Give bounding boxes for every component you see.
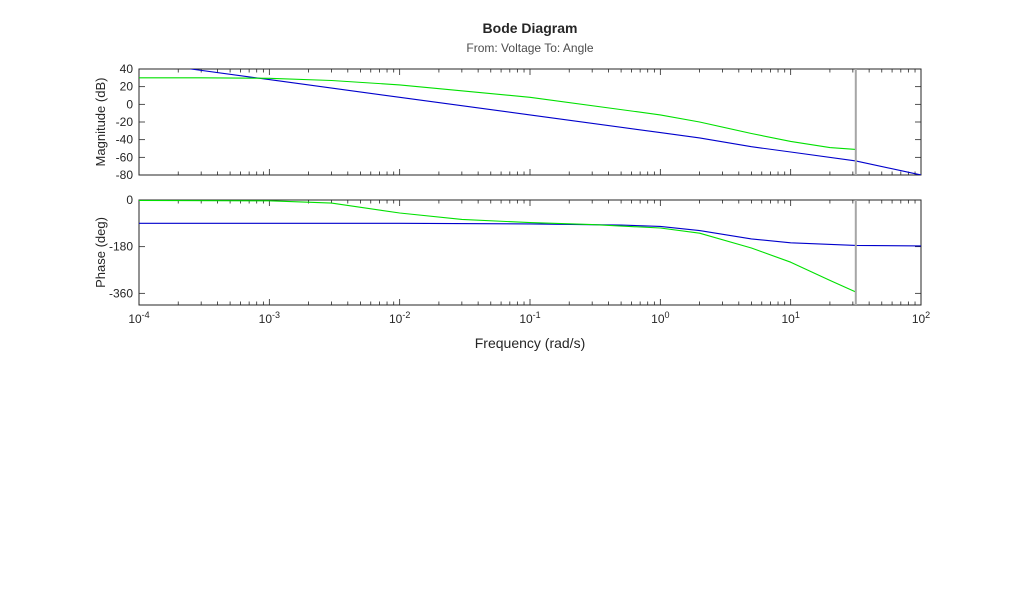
- x-tick-label: 10-4: [128, 310, 149, 326]
- y-tick-label: -20: [116, 115, 134, 129]
- x-tick-label: 101: [781, 310, 799, 326]
- phase-series-line-1: [139, 222, 921, 247]
- x-axis-label: Frequency (rad/s): [475, 335, 585, 351]
- frequency-axis: 10-4 10-3 10-2 10-1 100 101 102: [128, 310, 930, 326]
- chart-title: Bode Diagram: [482, 20, 578, 36]
- phase-series-line-2: [139, 200, 857, 293]
- y-tick-label: -80: [116, 168, 134, 182]
- magnitude-series-line-1: [189, 69, 921, 175]
- chart-subtitle: From: Voltage To: Angle: [466, 41, 594, 55]
- y-tick-label: 0: [126, 193, 133, 207]
- y-tick-label: -40: [116, 133, 134, 147]
- magnitude-y-axis-label: Magnitude (dB): [93, 78, 108, 167]
- magnitude-panel: 40 20 0 -20 -40 -60 -80 Magnitude (dB): [93, 62, 922, 182]
- phase-axes-frame: [138, 199, 922, 306]
- y-tick-label: -360: [109, 286, 133, 300]
- x-tick-label: 100: [651, 310, 669, 326]
- x-tick-label: 10-2: [389, 310, 410, 326]
- y-tick-label: -180: [109, 240, 133, 254]
- y-tick-label: 20: [120, 80, 134, 94]
- x-tick-label: 10-1: [519, 310, 540, 326]
- x-tick-label: 10-3: [259, 310, 280, 326]
- y-tick-label: 0: [126, 97, 133, 111]
- x-tick-label: 102: [912, 310, 930, 326]
- phase-y-axis-label: Phase (deg): [93, 217, 108, 288]
- magnitude-axes-frame: [138, 68, 922, 176]
- y-tick-label: 40: [120, 62, 134, 76]
- y-tick-label: -60: [116, 150, 134, 164]
- magnitude-series-line-2: [139, 77, 856, 150]
